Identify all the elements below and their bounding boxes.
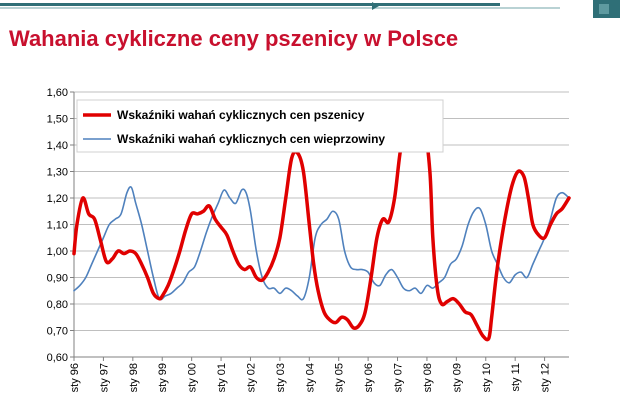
y-tick-label: 1,20 xyxy=(47,193,68,205)
y-tick-label: 1,10 xyxy=(47,220,68,232)
x-tick-label: sty 07 xyxy=(393,363,405,392)
x-tick-label: sty 01 xyxy=(216,363,228,392)
x-tick-label: sty 99 xyxy=(157,363,169,392)
axes xyxy=(70,91,569,361)
legend-item-wheat-label: Wskaźniki wahań cyklicznych cen pszenicy xyxy=(117,108,365,122)
x-tick-labels: sty 96 sty 97 sty 98 sty 99 sty 00 sty 01 sty … xyxy=(69,363,552,392)
y-tick-label: 1,50 xyxy=(47,114,68,126)
series-line-wheat xyxy=(72,114,571,342)
x-tick-label: sty 02 xyxy=(245,363,257,392)
x-tick-label: sty 03 xyxy=(275,363,287,392)
legend-box xyxy=(76,99,444,153)
top-decoration-line xyxy=(0,3,500,6)
y-tick-label: 0,60 xyxy=(47,352,68,364)
x-tick-label: sty 08 xyxy=(422,363,434,392)
y-tick-label: 1,60 xyxy=(47,87,68,99)
slide-title: Wahania cykliczne ceny pszenicy w Polsce xyxy=(9,26,459,51)
y-tick-label: 1,40 xyxy=(47,140,68,152)
series-line-pork xyxy=(73,186,570,301)
y-tick-label: 0,70 xyxy=(47,326,68,338)
x-tick-label: sty 04 xyxy=(304,363,316,392)
top-decoration-arrow xyxy=(372,2,379,10)
x-tick-label: sty 09 xyxy=(451,363,463,392)
x-tick-label: sty 05 xyxy=(334,363,346,392)
top-corner-inner-block xyxy=(599,4,609,14)
x-tick-label: sty 98 xyxy=(128,363,140,392)
legend: Wskaźniki wahań cyklicznych cen pszenicy… xyxy=(76,99,444,153)
series-lines xyxy=(72,114,571,342)
top-decoration-line-light xyxy=(0,7,560,9)
x-tick-label: sty 12 xyxy=(540,363,552,392)
y-tick-label: 1,30 xyxy=(47,167,68,179)
y-tick-label: 0,90 xyxy=(47,273,68,285)
y-tick-label: 0,80 xyxy=(47,299,68,311)
legend-item-pork-label: Wskaźniki wahań cyklicznych cen wieprzow… xyxy=(117,132,385,146)
x-tick-label: sty 06 xyxy=(363,363,375,392)
x-tick-label: sty 10 xyxy=(481,363,493,392)
y-tick-label: 1,00 xyxy=(47,246,68,258)
x-tick-label: sty 00 xyxy=(187,363,199,392)
x-tick-label: sty 96 xyxy=(69,363,81,392)
x-tick-label: sty 97 xyxy=(98,363,110,392)
y-tick-labels: 0,60 0,70 0,80 0,90 1,00 1,10 1,20 1,30 1,40 1,50… xyxy=(47,87,68,364)
x-tick-label: sty 11 xyxy=(510,363,522,392)
